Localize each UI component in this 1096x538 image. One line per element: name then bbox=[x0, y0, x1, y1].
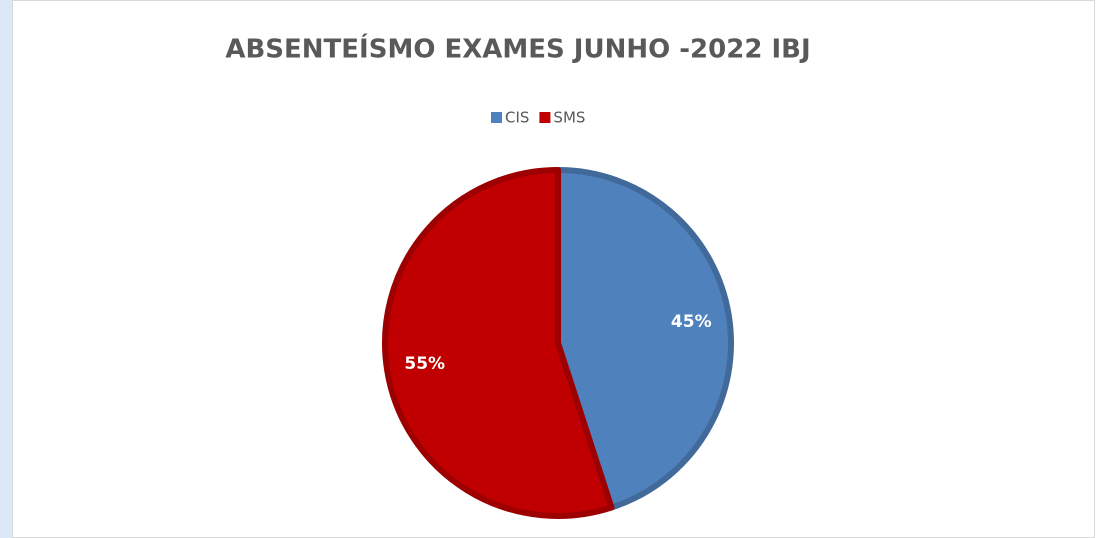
legend-swatch bbox=[491, 112, 502, 123]
chart-title: ABSENTEÍSMO EXAMES JUNHO -2022 IBJ bbox=[225, 33, 810, 65]
legend-swatch bbox=[539, 112, 551, 123]
legend-label: SMS bbox=[553, 109, 585, 127]
pie-slice bbox=[382, 167, 615, 519]
legend: CIS SMS bbox=[491, 109, 585, 127]
pie-slice bbox=[555, 167, 734, 511]
side-strip bbox=[0, 0, 12, 538]
data-label: 45% bbox=[671, 312, 712, 332]
data-label: 55% bbox=[404, 354, 445, 374]
pie: 45% 55% bbox=[382, 167, 734, 519]
legend-label: CIS bbox=[505, 109, 529, 127]
